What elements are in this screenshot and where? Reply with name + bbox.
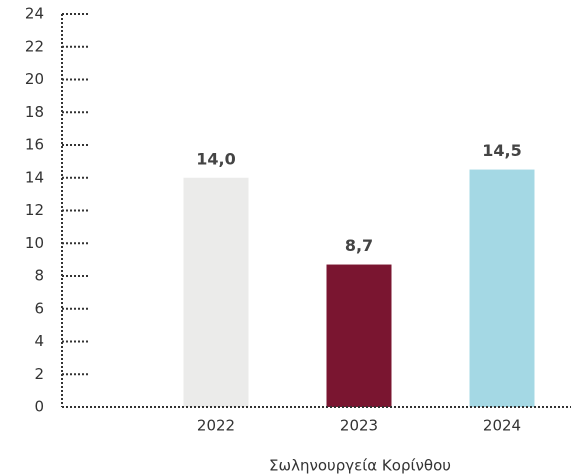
bar — [326, 264, 392, 407]
y-tick-label: 22 — [25, 37, 44, 55]
y-tick-label: 16 — [25, 136, 44, 154]
y-tick-label: 2 — [34, 365, 44, 383]
y-tick-label: 12 — [25, 201, 44, 219]
x-tick-label: 2024 — [483, 417, 521, 435]
data-label: 8,7 — [345, 236, 373, 255]
y-tick-label: 6 — [34, 299, 44, 317]
x-tick-label: 2023 — [340, 417, 378, 435]
bar — [469, 169, 535, 407]
y-tick-label: 0 — [34, 398, 44, 416]
data-label: 14,5 — [482, 141, 521, 160]
y-tick-label: 18 — [25, 103, 44, 121]
x-axis-title: Σωληνουργεία Κορίνθου — [269, 457, 451, 475]
y-tick-label: 10 — [25, 234, 44, 252]
x-tick-label: 2022 — [197, 417, 235, 435]
y-tick-label: 4 — [34, 332, 44, 350]
y-tick-label: 24 — [25, 5, 44, 23]
y-tick-label: 14 — [25, 168, 44, 186]
y-tick-label: 20 — [25, 70, 44, 88]
y-tick-label: 8 — [34, 267, 44, 285]
bar — [183, 177, 249, 407]
data-label: 14,0 — [196, 149, 235, 168]
